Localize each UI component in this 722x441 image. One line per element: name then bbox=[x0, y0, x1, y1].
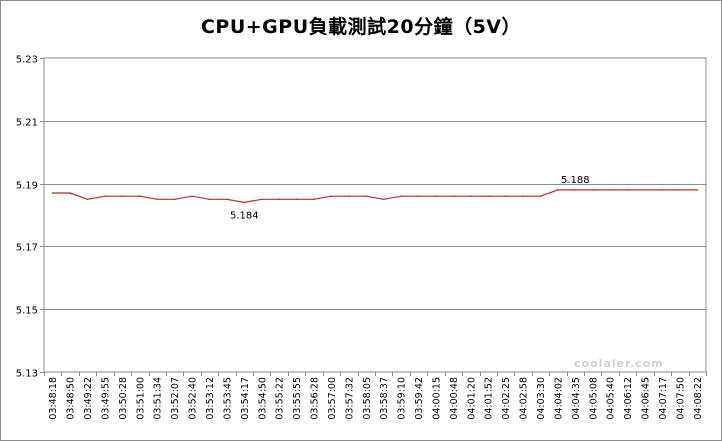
data-point bbox=[365, 195, 368, 197]
x-tick-label: 03:49:55 bbox=[100, 377, 111, 420]
y-tick-label: 5.19 bbox=[16, 181, 38, 192]
data-point bbox=[591, 189, 594, 191]
x-tick-label: 04:07:17 bbox=[658, 377, 669, 420]
x-tick-label: 04:02:58 bbox=[519, 377, 530, 420]
data-point bbox=[156, 198, 159, 201]
x-tick-label: 03:48:18 bbox=[48, 377, 59, 420]
x-tick-label: 03:55:55 bbox=[292, 377, 303, 420]
watermark: coolaler.com bbox=[574, 357, 664, 370]
data-label: 5.188 bbox=[561, 175, 590, 186]
x-tick-label: 04:01:20 bbox=[466, 377, 477, 420]
x-tick-label: 04:06:12 bbox=[623, 377, 634, 420]
data-point bbox=[539, 195, 542, 197]
data-point bbox=[121, 195, 124, 197]
data-point bbox=[51, 192, 54, 194]
data-point bbox=[557, 189, 559, 191]
data-point bbox=[295, 198, 298, 201]
x-tick-label: 04:06:45 bbox=[641, 377, 652, 420]
x-tick-label: 03:57:00 bbox=[327, 377, 338, 420]
x-tick-label: 03:58:37 bbox=[379, 377, 390, 420]
x-tick-label: 03:57:32 bbox=[344, 377, 355, 420]
x-tick-label: 03:48:50 bbox=[66, 377, 77, 420]
x-tick-label: 03:59:10 bbox=[397, 377, 408, 420]
data-point bbox=[348, 195, 350, 197]
x-tick-label: 04:00:48 bbox=[449, 377, 460, 420]
y-tick-label: 5.23 bbox=[16, 55, 38, 66]
x-tick-label: 03:52:07 bbox=[170, 377, 181, 420]
data-point bbox=[626, 189, 629, 191]
data-point bbox=[139, 195, 141, 197]
x-tick-label: 03:52:40 bbox=[188, 377, 199, 420]
x-tick-label: 03:51:00 bbox=[135, 377, 146, 420]
data-point bbox=[69, 192, 71, 194]
x-tick-label: 04:03:30 bbox=[536, 377, 547, 420]
data-point bbox=[208, 198, 211, 201]
x-tick-label: 03:49:22 bbox=[83, 377, 94, 420]
data-point bbox=[400, 195, 402, 197]
data-point bbox=[679, 189, 681, 191]
x-tick-label: 04:05:08 bbox=[588, 377, 599, 420]
plot-area bbox=[43, 57, 707, 373]
y-tick-label: 5.13 bbox=[16, 369, 38, 380]
x-tick-label: 03:58:05 bbox=[362, 377, 373, 420]
x-tick-label: 03:54:50 bbox=[257, 377, 268, 420]
data-point bbox=[191, 195, 193, 197]
data-point bbox=[522, 195, 524, 197]
data-point bbox=[487, 195, 490, 197]
data-point bbox=[452, 195, 455, 197]
x-tick-label: 03:53:45 bbox=[222, 377, 233, 420]
data-point bbox=[226, 198, 228, 201]
data-point bbox=[313, 198, 315, 201]
data-point bbox=[661, 189, 664, 191]
x-tick-label: 04:05:40 bbox=[606, 377, 617, 420]
data-point bbox=[104, 195, 106, 197]
data-point bbox=[243, 201, 246, 204]
data-point bbox=[330, 195, 333, 197]
x-tick-label: 04:08:22 bbox=[693, 377, 704, 420]
x-tick-label: 03:50:28 bbox=[118, 377, 129, 420]
data-point bbox=[260, 198, 263, 201]
x-tick-label: 04:01:52 bbox=[484, 377, 495, 420]
x-tick-label: 03:56:28 bbox=[310, 377, 321, 420]
x-tick-label: 03:55:22 bbox=[275, 377, 286, 420]
y-tick-label: 5.21 bbox=[16, 118, 38, 129]
data-point bbox=[644, 189, 646, 191]
chart-title: CPU+GPU負載測試20分鐘（5V） bbox=[200, 16, 522, 38]
x-tick-label: 04:04:02 bbox=[553, 377, 564, 420]
data-point bbox=[417, 195, 420, 197]
data-point bbox=[609, 189, 611, 191]
y-tick-label: 5.15 bbox=[16, 306, 38, 317]
x-tick-label: 04:07:50 bbox=[675, 377, 686, 420]
x-tick-label: 03:53:12 bbox=[205, 377, 216, 420]
x-tick-label: 03:59:42 bbox=[414, 377, 425, 420]
x-tick-label: 04:04:35 bbox=[571, 377, 582, 420]
data-point bbox=[470, 195, 472, 197]
data-label: 5.184 bbox=[230, 210, 259, 221]
y-tick-label: 5.17 bbox=[16, 243, 38, 254]
series-line bbox=[52, 189, 698, 204]
x-tick-label: 03:54:17 bbox=[240, 377, 251, 420]
data-point bbox=[278, 198, 280, 201]
x-tick-label: 04:00:15 bbox=[431, 377, 442, 420]
data-point bbox=[86, 198, 89, 201]
x-tick-label: 04:02:25 bbox=[501, 377, 512, 420]
data-point bbox=[504, 195, 507, 197]
data-point bbox=[173, 198, 176, 201]
data-point bbox=[574, 189, 577, 191]
x-tick-label: 03:51:34 bbox=[153, 377, 164, 420]
data-point bbox=[696, 189, 699, 191]
data-point bbox=[382, 198, 385, 201]
data-point bbox=[435, 195, 437, 197]
